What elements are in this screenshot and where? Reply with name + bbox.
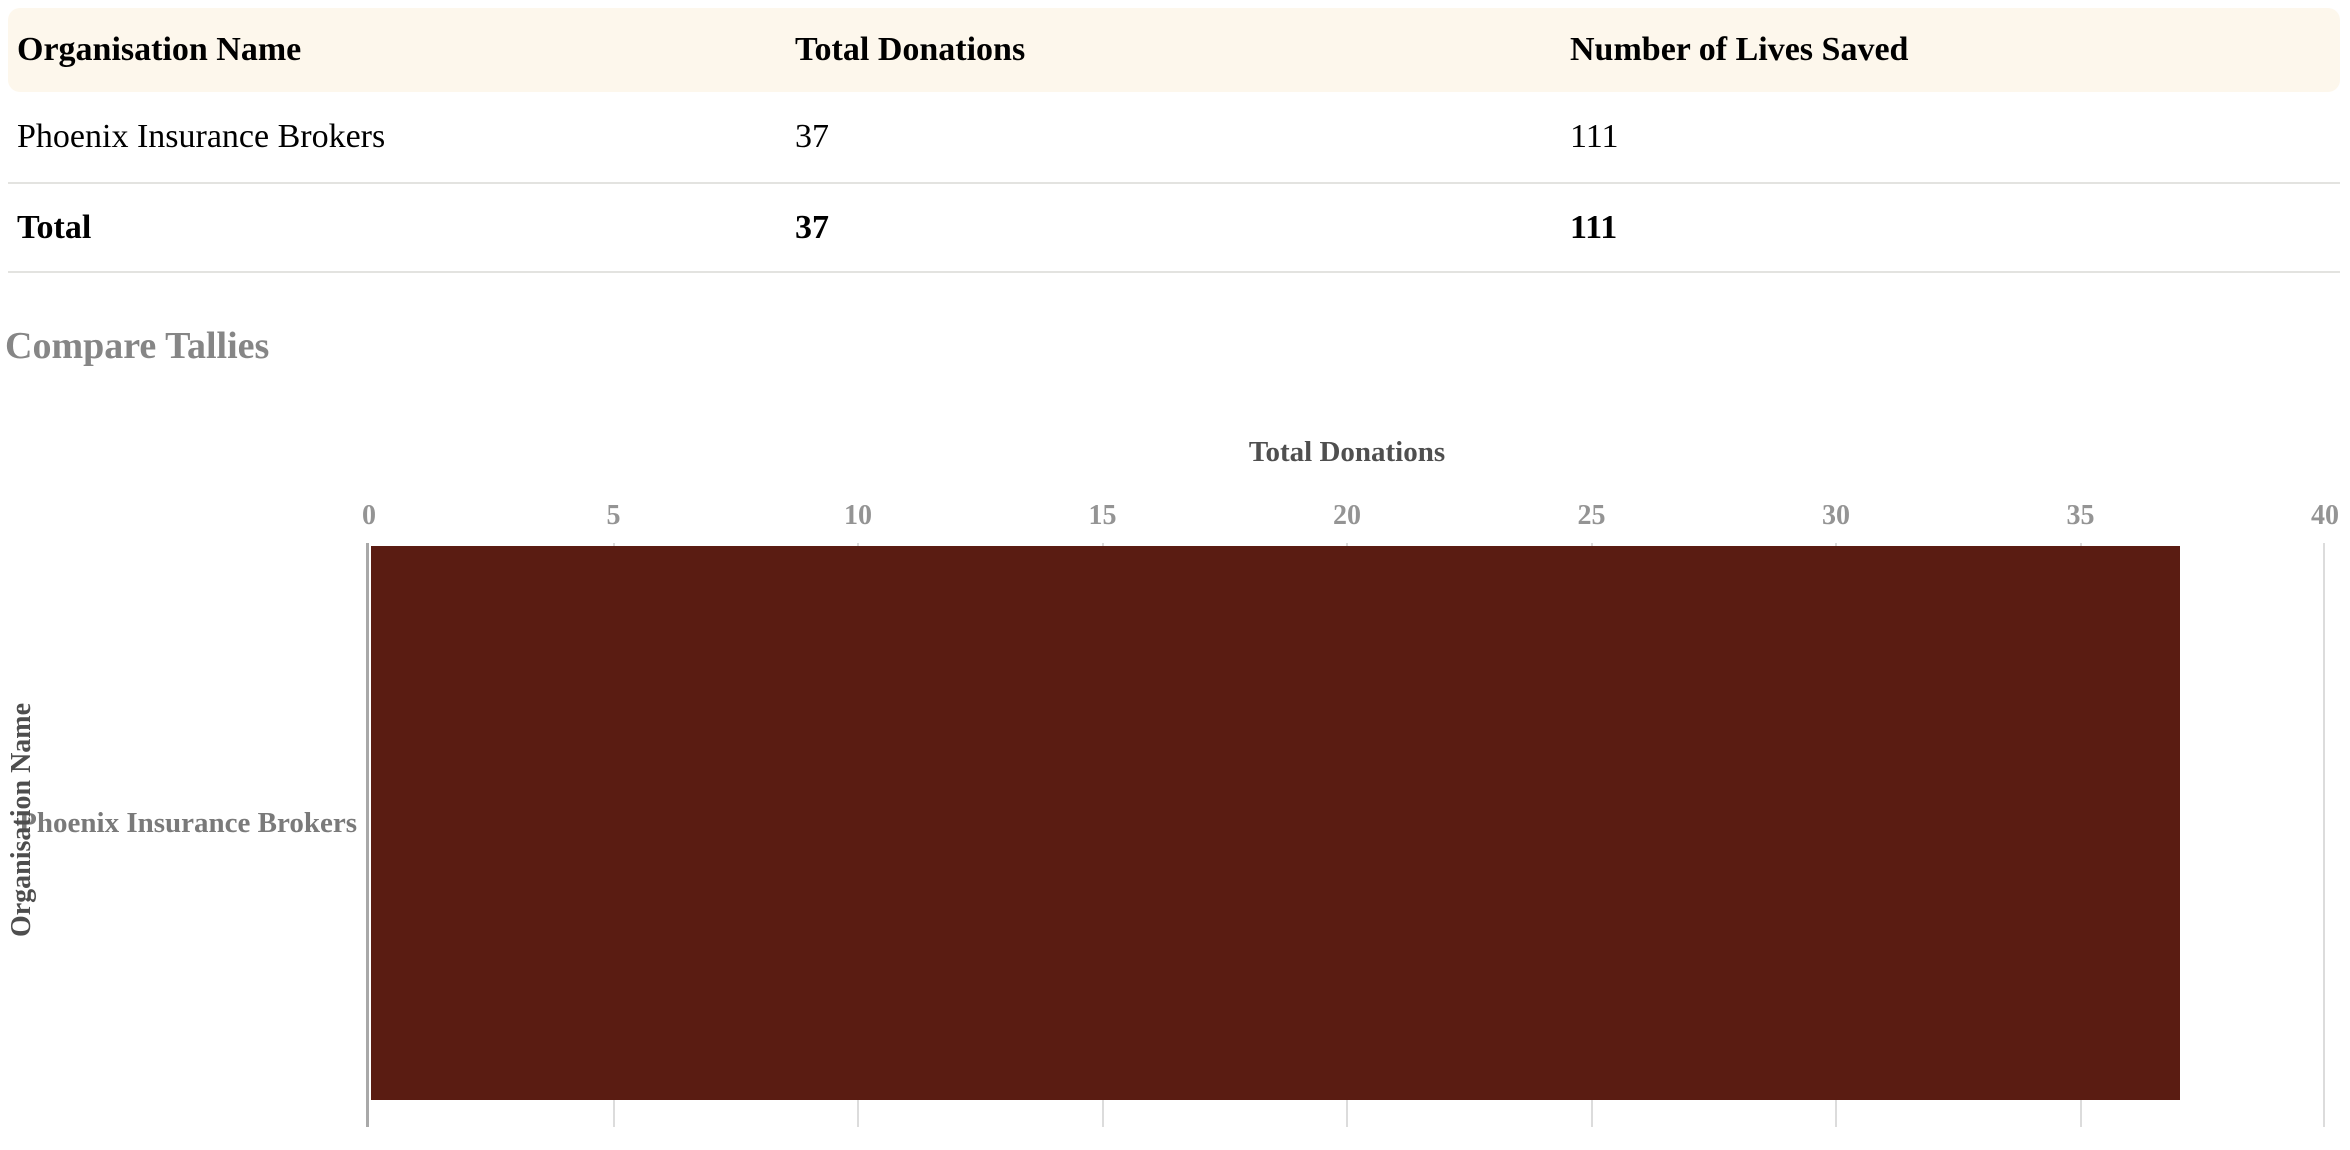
x-tick-label: 0 (362, 500, 376, 531)
category-label: Phoenix Insurance Brokers (19, 807, 357, 839)
bar-phoenix-insurance-brokers (371, 546, 2181, 1100)
gridline (2323, 543, 2325, 1103)
x-tick-row: 0 5 10 15 20 25 30 35 40 (362, 497, 2339, 535)
x-tick-label: 20 (1333, 500, 1361, 531)
plot-area (369, 543, 2325, 1103)
cell-total-donations: 37 (795, 118, 829, 155)
tally-table: Organisation Name Total Donations Number… (8, 8, 2340, 273)
x-axis-tick (2323, 1103, 2325, 1127)
x-axis-tick (1835, 1103, 1837, 1127)
y-axis-title: Organisation Name (6, 702, 37, 938)
x-axis-tick (1346, 1103, 1348, 1127)
column-header-lives-saved: Number of Lives Saved (1570, 31, 1909, 68)
x-axis-tick (612, 1103, 615, 1127)
x-tick-label: 15 (1088, 500, 1117, 531)
x-tick-label: 25 (1577, 500, 1606, 531)
x-tick-label: 35 (2066, 500, 2095, 531)
x-axis-tick (1101, 1103, 1104, 1127)
column-header-organisation-name: Organisation Name (17, 31, 302, 68)
table-row: Phoenix Insurance Brokers 37 111 (8, 92, 2340, 184)
total-label: Total (17, 208, 92, 246)
table-header-row: Organisation Name Total Donations Number… (8, 8, 2340, 92)
column-header-total-donations: Total Donations (795, 31, 1026, 68)
x-tick-label: 30 (1822, 500, 1850, 531)
chart-title: Total Donations (1248, 436, 1446, 468)
x-tick-label: 40 (2311, 500, 2339, 531)
x-bottom-ticks (369, 1103, 2325, 1127)
x-axis-tick (2079, 1103, 2082, 1127)
x-tick-label: 10 (844, 500, 872, 531)
total-lives-saved-value: 111 (1570, 208, 1618, 246)
x-axis-tick (1590, 1103, 1593, 1127)
cell-lives-saved: 111 (1570, 118, 1619, 155)
total-donations-value: 37 (795, 208, 829, 246)
x-axis-tick (857, 1103, 859, 1127)
section-heading-compare-tallies: Compare Tallies (5, 325, 270, 367)
table-total-row: Total 37 111 (8, 184, 2340, 273)
cell-organisation-name: Phoenix Insurance Brokers (17, 118, 386, 155)
y-axis-line (366, 543, 369, 1127)
x-tick-label: 5 (606, 500, 621, 531)
